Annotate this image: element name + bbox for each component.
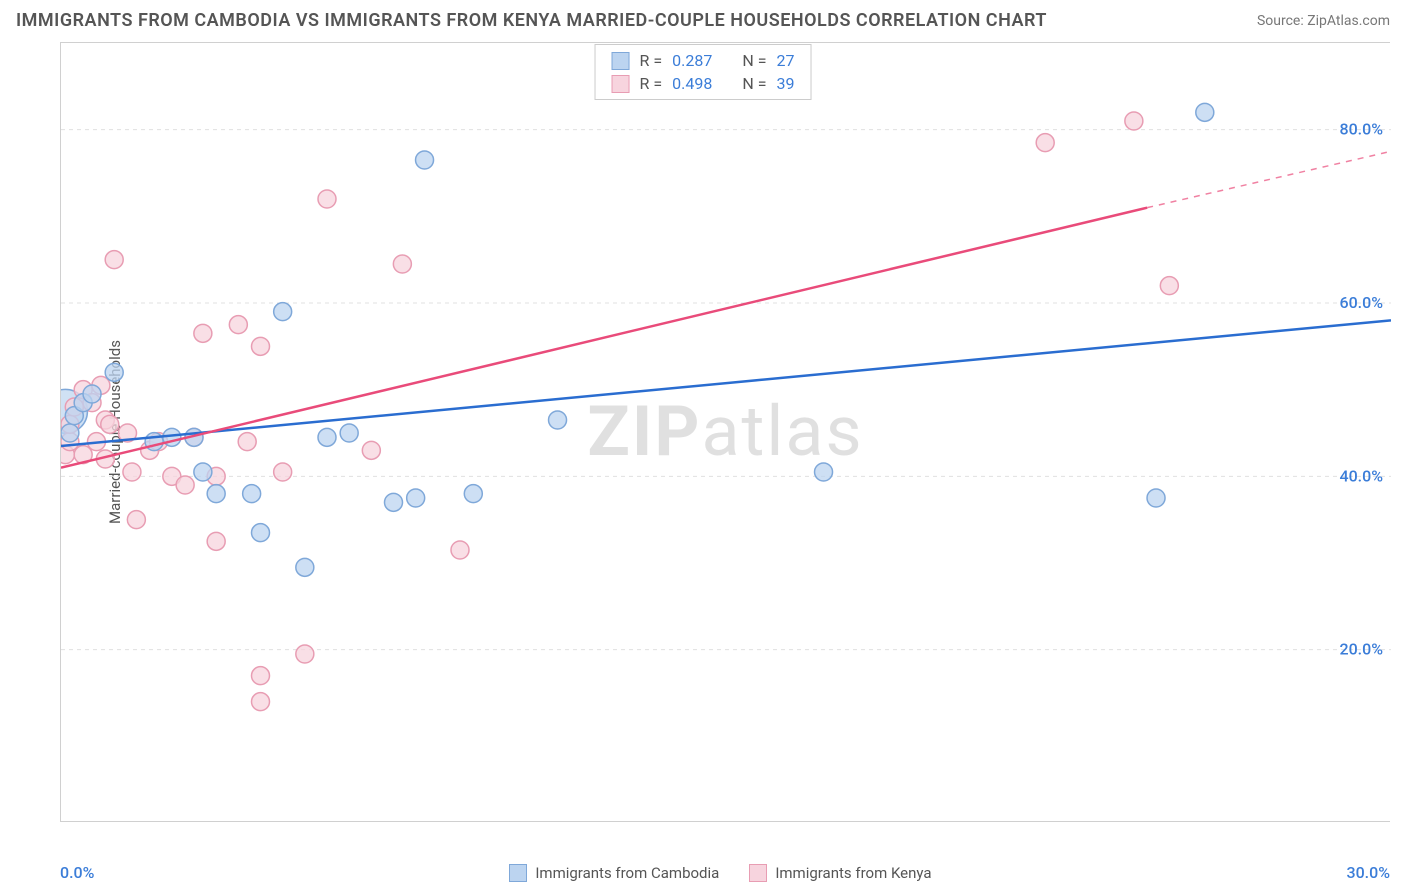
series-legend: Immigrants from Cambodia Immigrants from… [94, 864, 1346, 882]
r-label: R = [640, 74, 663, 93]
correlation-legend: R = 0.287 N = 27 R = 0.498 N = 39 [595, 44, 812, 100]
legend-label-cambodia: Immigrants from Cambodia [535, 864, 719, 882]
x-axis-min-label: 0.0% [60, 863, 94, 882]
n-label: N = [742, 74, 766, 93]
svg-text:20.0%: 20.0% [1339, 640, 1383, 659]
n-value-cambodia: 27 [776, 51, 794, 70]
swatch-cambodia-icon [509, 864, 527, 882]
chart-plot-area: Married-couple Households 20.0%40.0%60.0… [60, 42, 1390, 822]
n-label: N = [742, 51, 766, 70]
chart-source: Source: ZipAtlas.com [1257, 13, 1390, 29]
svg-text:60.0%: 60.0% [1339, 293, 1383, 312]
r-value-kenya: 0.498 [672, 74, 712, 93]
scatter-plot-svg: 20.0% 40.0% 60.0% 80.0% [61, 43, 1391, 823]
legend-item-cambodia: Immigrants from Cambodia [509, 864, 719, 882]
legend-item-kenya: Immigrants from Kenya [749, 864, 931, 882]
x-axis-max-label: 30.0% [1346, 863, 1390, 882]
chart-footer: 0.0% Immigrants from Cambodia Immigrants… [60, 863, 1390, 882]
r-value-cambodia: 0.287 [672, 51, 712, 70]
n-value-kenya: 39 [776, 74, 794, 93]
svg-text:80.0%: 80.0% [1339, 120, 1383, 139]
legend-row-cambodia: R = 0.287 N = 27 [612, 49, 795, 72]
legend-label-kenya: Immigrants from Kenya [775, 864, 931, 882]
chart-header: IMMIGRANTS FROM CAMBODIA VS IMMIGRANTS F… [16, 10, 1390, 31]
legend-row-kenya: R = 0.498 N = 39 [612, 72, 795, 95]
chart-title: IMMIGRANTS FROM CAMBODIA VS IMMIGRANTS F… [16, 10, 1047, 31]
swatch-cambodia-icon [612, 52, 630, 70]
swatch-kenya-icon [612, 75, 630, 93]
r-label: R = [640, 51, 663, 70]
swatch-kenya-icon [749, 864, 767, 882]
svg-text:40.0%: 40.0% [1339, 466, 1383, 485]
